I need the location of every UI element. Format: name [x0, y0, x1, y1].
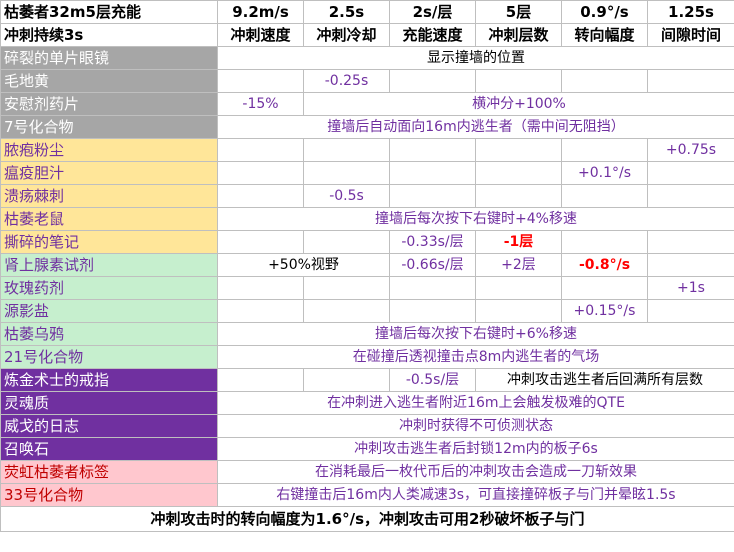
label-dash-stacks: 冲刺层数 — [475, 23, 562, 47]
table-row: 肾上腺素试剂 +50%视野 -0.66s/层 +2层 -0.8°/s — [0, 253, 734, 277]
label-turn-rate: 转向幅度 — [561, 23, 648, 47]
addon-effect: 横冲分+100% — [303, 92, 734, 116]
addon-effect: 冲刺时获得不可侦测状态 — [217, 414, 734, 438]
addon-gap: +0.75s — [647, 138, 734, 162]
addon-name: 枯萎乌鸦 — [0, 322, 218, 346]
addon-name: 溃疡棘刺 — [0, 184, 218, 208]
table-row: 安慰剂药片 -15% 横冲分+100% — [0, 92, 734, 116]
addon-name: 荧虹枯萎者标签 — [0, 460, 218, 484]
addon-name: 玫瑰药剂 — [0, 276, 218, 300]
addon-vision: +50%视野 — [217, 253, 390, 277]
table-row: 21号化合物 在碰撞后透视撞击点8m内逃生者的气场 — [0, 345, 734, 369]
addon-stacks: +2层 — [475, 253, 562, 277]
table-row: 枯萎老鼠 撞墙后每次按下右键时+4%移速 — [0, 207, 734, 231]
base-dash-stacks: 5层 — [475, 0, 562, 24]
addon-name: 安慰剂药片 — [0, 92, 218, 116]
addon-speed: -15% — [217, 92, 304, 116]
addon-gap: +1s — [647, 276, 734, 300]
addon-name: 枯萎老鼠 — [0, 207, 218, 231]
table-row: 召唤石 冲刺攻击逃生者后封锁12m内的板子6s — [0, 437, 734, 461]
table-row: 瘟疫胆汁 +0.1°/s — [0, 161, 734, 185]
addon-effect: 在消耗最后一枚代币后的冲刺攻击会造成一刀斩效果 — [217, 460, 734, 484]
table-row: 脓疱粉尘 +0.75s — [0, 138, 734, 162]
addon-effect: 撞墙后每次按下右键时+4%移速 — [217, 207, 734, 231]
addon-effect: 撞墙后每次按下右键时+6%移速 — [217, 322, 734, 346]
table-row: 荧虹枯萎者标签 在消耗最后一枚代币后的冲刺攻击会造成一刀斩效果 — [0, 460, 734, 484]
addon-charge: -0.66s/层 — [389, 253, 476, 277]
addon-name: 肾上腺素试剂 — [0, 253, 218, 277]
base-turn-rate: 0.9°/s — [561, 0, 648, 24]
footer-note: 冲刺攻击时的转向幅度为1.6°/s，冲刺攻击可用2秒破坏板子与门 — [0, 506, 734, 532]
addon-turn: +0.1°/s — [561, 161, 648, 185]
table-row: 威戈的日志 冲刺时获得不可侦测状态 — [0, 414, 734, 438]
header-row-values: 枯萎者32m5层充能 9.2m/s 2.5s 2s/层 5层 0.9°/s 1.… — [0, 0, 734, 24]
addon-name: 33号化合物 — [0, 483, 218, 507]
header-row-labels: 冲刺持续3s 冲刺速度 冲刺冷却 充能速度 冲刺层数 转向幅度 间隙时间 — [0, 23, 734, 47]
addon-name: 21号化合物 — [0, 345, 218, 369]
addon-effect: 显示撞墙的位置 — [217, 46, 734, 70]
addon-cooldown: -0.5s — [303, 184, 390, 208]
table-row: 枯萎乌鸦 撞墙后每次按下右键时+6%移速 — [0, 322, 734, 346]
addon-name: 炼金术士的戒指 — [0, 368, 218, 392]
dash-duration: 冲刺持续3s — [0, 23, 218, 47]
base-dash-cooldown: 2.5s — [303, 0, 390, 24]
addon-charge: -0.33s/层 — [389, 230, 476, 254]
label-dash-speed: 冲刺速度 — [217, 23, 304, 47]
table-row: 毛地黄 -0.25s — [0, 69, 734, 93]
addon-name: 召唤石 — [0, 437, 218, 461]
label-dash-cooldown: 冲刺冷却 — [303, 23, 390, 47]
addon-name: 毛地黄 — [0, 69, 218, 93]
addon-cooldown: -0.25s — [303, 69, 390, 93]
base-charge-speed: 2s/层 — [389, 0, 476, 24]
addon-name: 源影盐 — [0, 299, 218, 323]
table-row: 源影盐 +0.15°/s — [0, 299, 734, 323]
addon-charge: -0.5s/层 — [389, 368, 476, 392]
addon-turn: -0.8°/s — [561, 253, 648, 277]
addon-effect: 在碰撞后透视撞击点8m内逃生者的气场 — [217, 345, 734, 369]
table-row: 7号化合物 撞墙后自动面向16m内逃生者（需中间无阻挡） — [0, 115, 734, 139]
table-row: 溃疡棘刺 -0.5s — [0, 184, 734, 208]
table-title: 枯萎者32m5层充能 — [0, 0, 218, 24]
table-row: 灵魂质 在冲刺进入逃生者附近16m上会触发极难的QTE — [0, 391, 734, 415]
table-row: 碎裂的单片眼镜 显示撞墙的位置 — [0, 46, 734, 70]
base-gap-time: 1.25s — [647, 0, 734, 24]
label-gap-time: 间隙时间 — [647, 23, 734, 47]
table-row: 33号化合物 右键撞击后16m内人类减速3s，可直接撞碎板子与门并晕眩1.5s — [0, 483, 734, 507]
addon-effect: 冲刺攻击逃生者后封锁12m内的板子6s — [217, 437, 734, 461]
label-charge-speed: 充能速度 — [389, 23, 476, 47]
addon-name: 7号化合物 — [0, 115, 218, 139]
addon-stacks: -1层 — [475, 230, 562, 254]
addon-turn: +0.15°/s — [561, 299, 648, 323]
addon-name: 撕碎的笔记 — [0, 230, 218, 254]
table-row: 撕碎的笔记 -0.33s/层 -1层 — [0, 230, 734, 254]
addon-name: 灵魂质 — [0, 391, 218, 415]
table-row: 玫瑰药剂 +1s — [0, 276, 734, 300]
addon-name: 瘟疫胆汁 — [0, 161, 218, 185]
addon-table: 枯萎者32m5层充能 9.2m/s 2.5s 2s/层 5层 0.9°/s 1.… — [0, 0, 734, 532]
addon-effect: 冲刺攻击逃生者后回满所有层数 — [475, 368, 734, 392]
table-row: 炼金术士的戒指 -0.5s/层 冲刺攻击逃生者后回满所有层数 — [0, 368, 734, 392]
addon-effect: 在冲刺进入逃生者附近16m上会触发极难的QTE — [217, 391, 734, 415]
addon-effect: 右键撞击后16m内人类减速3s，可直接撞碎板子与门并晕眩1.5s — [217, 483, 734, 507]
addon-name: 威戈的日志 — [0, 414, 218, 438]
addon-effect: 撞墙后自动面向16m内逃生者（需中间无阻挡） — [217, 115, 734, 139]
addon-name: 脓疱粉尘 — [0, 138, 218, 162]
addon-name: 碎裂的单片眼镜 — [0, 46, 218, 70]
footer-row: 冲刺攻击时的转向幅度为1.6°/s，冲刺攻击可用2秒破坏板子与门 — [0, 506, 734, 532]
base-dash-speed: 9.2m/s — [217, 0, 304, 24]
